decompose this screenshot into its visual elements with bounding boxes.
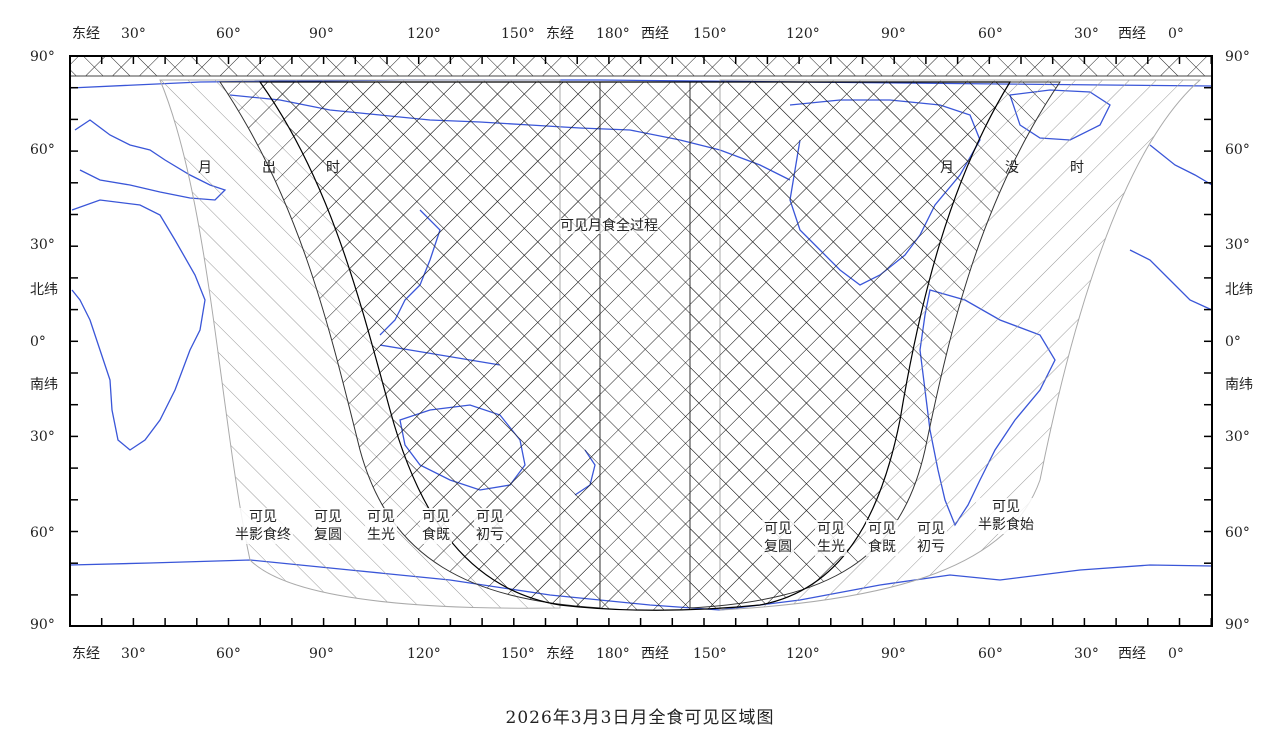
bottom-lon-label-6: 东经 [546, 646, 574, 662]
right-lat-label-7: 60° [1225, 525, 1250, 541]
right-lat-label-4: 0° [1225, 334, 1241, 350]
west-zone-third-contact: 可见 生光 [365, 508, 397, 544]
bottom-lon-label-11: 90° [881, 646, 906, 662]
bottom-lon-label-2: 60° [216, 646, 241, 662]
top-lon-label-10: 120° [786, 26, 820, 42]
bottom-lon-label-0: 东经 [72, 646, 100, 662]
bottom-lon-label-3: 90° [309, 646, 334, 662]
top-lon-label-15: 0° [1168, 26, 1184, 42]
right-lat-label-2: 30° [1225, 237, 1250, 253]
top-lon-label-6: 东经 [546, 26, 574, 42]
top-lon-label-7: 180° [596, 26, 630, 42]
top-lon-label-0: 东经 [72, 26, 100, 42]
top-lon-label-13: 30° [1074, 26, 1099, 42]
zone-total-cross-b [260, 82, 1010, 611]
bottom-lon-label-1: 30° [121, 646, 146, 662]
map-title: 2026年3月3日月全食可见区域图 [505, 708, 775, 728]
top-lon-label-1: 30° [121, 26, 146, 42]
moonset-char-2: 没 [1005, 160, 1019, 176]
bottom-lon-label-4: 120° [407, 646, 441, 662]
left-lat-label-8: 90° [30, 617, 55, 633]
center-label: 可见月食全过程 [560, 218, 658, 234]
top-lon-label-14: 西经 [1118, 26, 1146, 42]
right-lat-label-0: 90° [1225, 49, 1250, 65]
moonrise-char-3: 时 [326, 160, 340, 176]
bottom-lon-label-12: 60° [978, 646, 1003, 662]
right-lat-label-5: 南纬 [1225, 377, 1253, 393]
west-zone-second-contact: 可见 食既 [420, 508, 452, 544]
bottom-lon-label-9: 150° [693, 646, 727, 662]
bottom-lon-label-14: 西经 [1118, 646, 1146, 662]
west-zone-first-contact: 可见 初亏 [474, 508, 506, 544]
east-zone-third-contact: 可见 生光 [815, 520, 847, 556]
west-zone-penumbral-end: 可见 半影食终 [233, 508, 293, 544]
left-lat-label-7: 60° [30, 525, 55, 541]
moonset-char-3: 时 [1070, 160, 1084, 176]
left-lat-label-4: 0° [30, 334, 46, 350]
moonset-char-1: 月 [940, 160, 954, 176]
moonrise-char-1: 月 [198, 160, 212, 176]
top-lon-label-2: 60° [216, 26, 241, 42]
east-zone-penumbral-begin: 可见 半影食始 [976, 498, 1036, 534]
east-zone-second-contact: 可见 食既 [866, 520, 898, 556]
left-lat-label-6: 30° [30, 429, 55, 445]
top-lon-label-11: 90° [881, 26, 906, 42]
left-lat-label-1: 60° [30, 142, 55, 158]
coast-africa [71, 199, 206, 451]
left-lat-label-0: 90° [30, 49, 55, 65]
coast-iberia [1149, 144, 1212, 186]
moonrise-char-2: 出 [262, 160, 276, 176]
west-zone-last-contact: 可见 复圆 [312, 508, 344, 544]
east-zone-first-contact: 可见 初亏 [915, 520, 947, 556]
top-lon-label-8: 西经 [641, 26, 669, 42]
right-lat-label-8: 90° [1225, 617, 1250, 633]
left-lat-label-2: 30° [30, 237, 55, 253]
bottom-lon-label-13: 30° [1074, 646, 1099, 662]
top-lon-label-9: 150° [693, 26, 727, 42]
top-lon-label-3: 90° [309, 26, 334, 42]
left-lat-label-3: 北纬 [30, 282, 58, 298]
right-lat-label-1: 60° [1225, 142, 1250, 158]
coast-west-africa [1129, 249, 1212, 311]
left-lat-label-5: 南纬 [30, 377, 58, 393]
east-zone-last-contact: 可见 复圆 [762, 520, 794, 556]
bottom-lon-label-7: 180° [596, 646, 630, 662]
top-lon-label-4: 120° [407, 26, 441, 42]
top-lon-label-5: 150° [501, 26, 535, 42]
top-lon-label-12: 60° [978, 26, 1003, 42]
bottom-lon-label-10: 120° [786, 646, 820, 662]
right-lat-label-6: 30° [1225, 429, 1250, 445]
bottom-lon-label-15: 0° [1168, 646, 1184, 662]
bottom-lon-label-8: 西经 [641, 646, 669, 662]
axis-ticks [69, 55, 1212, 626]
bottom-lon-label-5: 150° [501, 646, 535, 662]
right-lat-label-3: 北纬 [1225, 282, 1253, 298]
